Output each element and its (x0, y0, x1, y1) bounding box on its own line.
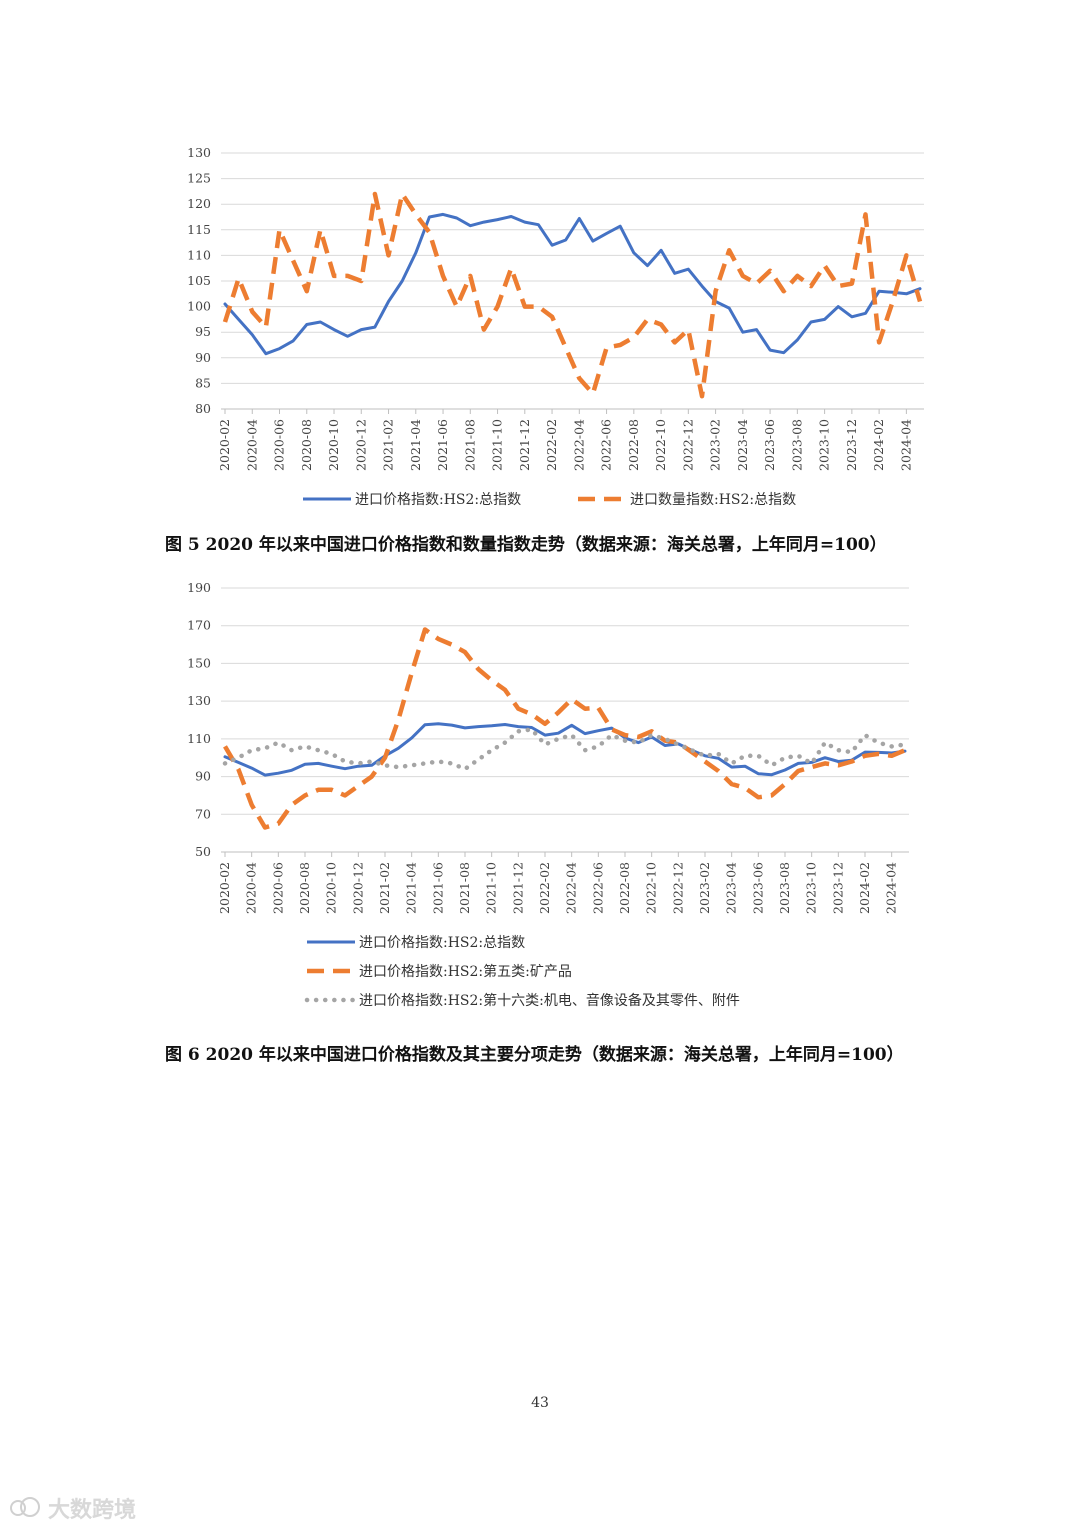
x-tick-label: 2021-08 (457, 862, 472, 914)
legend-label-1: 进口价格指数:HS2:第五类:矿产品 (359, 963, 572, 980)
x-tick-label: 2020-04 (244, 419, 259, 471)
x-tick-label: 2021-12 (510, 862, 525, 914)
y-tick-label: 115 (187, 222, 211, 237)
y-tick-label: 120 (187, 196, 211, 211)
x-tick-label: 2023-04 (724, 862, 739, 914)
y-tick-label: 130 (187, 145, 211, 160)
x-tick-label: 2022-10 (644, 862, 659, 914)
x-tick-label: 2021-10 (490, 419, 505, 471)
legend-label-0: 进口价格指数:HS2:总指数 (359, 935, 525, 951)
watermark-text: 大数跨境 (48, 1498, 137, 1523)
x-tick-label: 2023-12 (844, 419, 859, 471)
x-tick-label: 2021-12 (517, 419, 532, 471)
y-tick-labels: 50 70 90 110 130 150 170 190 (187, 580, 211, 859)
legend: 进口价格指数:HS2:总指数进口价格指数:HS2:第五类:矿产品进口价格指数:H… (304, 935, 740, 1009)
y-tick-label: 190 (187, 580, 211, 595)
x-tick-label: 2024-04 (884, 862, 899, 914)
y-tick-label: 95 (195, 324, 211, 339)
x-tick-label: 2023-08 (777, 862, 792, 914)
x-tick-label: 2020-12 (353, 419, 368, 471)
y-tick-label: 130 (187, 693, 211, 708)
x-tick-label: 2020-06 (272, 419, 287, 471)
x-tick-label: 2020-04 (244, 862, 259, 914)
x-tick-label: 2020-10 (324, 862, 339, 914)
y-tick-label: 70 (195, 806, 211, 821)
watermark: 大数跨境 (10, 1492, 136, 1524)
legend-label-1: 进口数量指数:HS2:总指数 (630, 492, 796, 508)
x-tick-label: 2021-04 (404, 862, 419, 914)
series-line-2 (222, 727, 908, 772)
x-tick-label: 2023-06 (762, 419, 777, 471)
series-line-0 (223, 722, 907, 777)
y-tick-label: 90 (195, 350, 211, 365)
series-group (222, 627, 908, 830)
watermark-logo-icon (10, 1497, 44, 1519)
x-tick-label: 2020-02 (217, 862, 232, 914)
x-tick-label: 2020-06 (270, 862, 285, 914)
x-tick-label: 2021-02 (377, 862, 392, 914)
y-tick-label: 80 (195, 401, 211, 416)
x-tick-label: 2021-06 (430, 862, 445, 914)
x-tick-label: 2024-02 (871, 419, 886, 471)
grid (221, 152, 924, 410)
y-tick-label: 125 (187, 171, 211, 186)
x-tick-label: 2022-06 (590, 862, 605, 914)
x-tick-label: 2020-08 (299, 419, 314, 471)
x-tick-label: 2022-02 (537, 862, 552, 914)
x-tick-label: 2023-12 (830, 862, 845, 914)
series-group (222, 191, 923, 399)
grid (221, 587, 909, 853)
figure-5-caption: 图 5 2020 年以来中国进口价格指数和数量指数走势（数据来源：海关总署，上年… (165, 535, 887, 555)
x-tick-label: 2024-04 (898, 419, 913, 471)
x-tick-label: 2021-08 (462, 419, 477, 471)
y-tick-label: 90 (195, 769, 211, 784)
x-tick-label: 2020-12 (350, 862, 365, 914)
x-tick-label: 2022-04 (571, 419, 586, 471)
x-tick-label: 2022-12 (680, 419, 695, 471)
legend: 进口价格指数:HS2:总指数 进口数量指数:HS2:总指数 (303, 492, 796, 508)
x-tick-label: 2020-02 (217, 419, 232, 471)
x-tick-label: 2023-10 (804, 862, 819, 914)
y-tick-labels: 80 85 90 95 100 105 110 115 120 125 130 (187, 145, 211, 416)
y-tick-label: 150 (187, 655, 211, 670)
x-tick-label: 2021-02 (381, 419, 396, 471)
x-tick-label: 2023-08 (789, 419, 804, 471)
x-tick-label: 2022-02 (544, 419, 559, 471)
legend-label-2: 进口价格指数:HS2:第十六类:机电、音像设备及其零件、附件 (359, 992, 740, 1009)
series-line-0 (223, 212, 922, 356)
y-tick-label: 50 (195, 844, 211, 859)
x-tick-label: 2021-10 (484, 862, 499, 914)
y-tick-label: 105 (187, 273, 211, 288)
x-tick-label: 2022-12 (670, 862, 685, 914)
x-tick-labels: 2020-02 2020-04 2020-06 2020-08 2020-10 2020-… (217, 409, 913, 471)
x-tick-label: 2023-10 (817, 419, 832, 471)
x-tick-label: 2024-02 (857, 862, 872, 914)
x-tick-label: 2020-10 (326, 419, 341, 471)
y-tick-label: 110 (187, 731, 211, 746)
x-tick-label: 2022-08 (617, 862, 632, 914)
x-tick-label: 2022-04 (564, 862, 579, 914)
x-tick-label: 2021-04 (408, 419, 423, 471)
x-tick-label: 2022-06 (599, 419, 614, 471)
y-tick-label: 85 (195, 375, 211, 390)
legend-label-0: 进口价格指数:HS2:总指数 (355, 492, 521, 508)
y-tick-label: 110 (187, 247, 211, 262)
x-tick-label: 2023-02 (708, 419, 723, 471)
x-tick-labels: 2020-02 2020-04 2020-06 2020-08 2020-10 2020-… (217, 852, 899, 914)
x-tick-label: 2020-08 (297, 862, 312, 914)
x-tick-label: 2021-06 (435, 419, 450, 471)
x-tick-label: 2023-06 (750, 862, 765, 914)
y-tick-label: 100 (187, 299, 211, 314)
x-tick-label: 2022-08 (626, 419, 641, 471)
figure-6-caption: 图 6 2020 年以来中国进口价格指数及其主要分项走势（数据来源：海关总署，上… (165, 1045, 904, 1065)
page-number: 43 (531, 1395, 549, 1411)
series-line-1 (223, 627, 906, 830)
x-tick-label: 2022-10 (653, 419, 668, 471)
series-line-1 (222, 191, 923, 399)
x-tick-label: 2023-02 (697, 862, 712, 914)
y-tick-label: 170 (187, 618, 211, 633)
x-tick-label: 2023-04 (735, 419, 750, 471)
